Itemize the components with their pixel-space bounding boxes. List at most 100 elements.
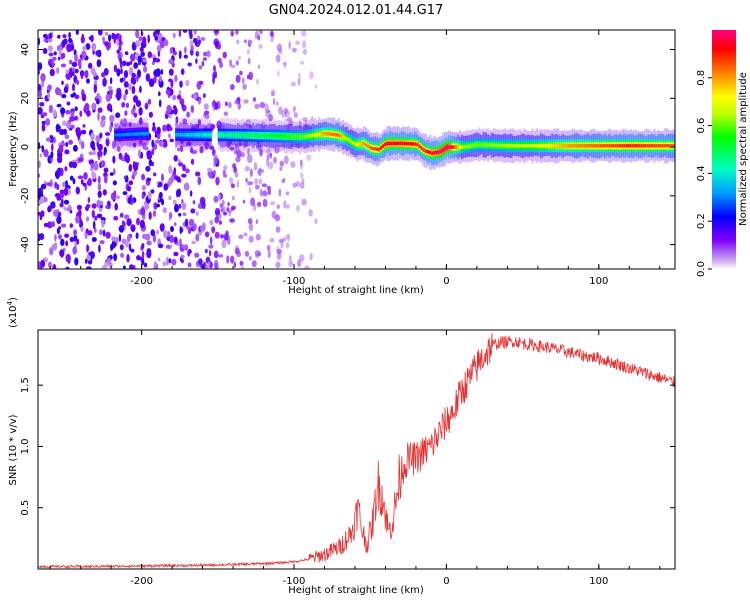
noise-speck bbox=[204, 248, 208, 254]
top-ridge bbox=[114, 117, 675, 170]
noise-speck bbox=[190, 158, 195, 165]
noise-speck bbox=[105, 205, 110, 209]
noise-speck bbox=[283, 155, 289, 165]
noise-speck bbox=[159, 40, 165, 49]
noise-speck bbox=[131, 85, 136, 95]
ridge-cell bbox=[567, 144, 571, 148]
noise-speck bbox=[296, 204, 300, 213]
ridge-cell bbox=[424, 149, 428, 153]
noise-speck bbox=[97, 182, 102, 191]
noise-speck bbox=[58, 226, 62, 230]
ridge-cell bbox=[305, 134, 308, 138]
ridge-cell bbox=[418, 144, 421, 148]
noise-speck bbox=[140, 220, 144, 227]
noise-speck bbox=[259, 102, 266, 109]
noise-speck bbox=[205, 264, 209, 269]
noise-speck bbox=[64, 134, 70, 140]
noise-speck bbox=[77, 58, 82, 67]
noise-speck bbox=[116, 68, 121, 77]
noise-speck bbox=[72, 178, 76, 185]
ridge-cell bbox=[367, 144, 370, 148]
noise-speck bbox=[95, 50, 101, 56]
noise-speck bbox=[243, 99, 249, 104]
ridge-cell bbox=[473, 143, 477, 147]
noise-speck bbox=[61, 181, 66, 188]
ridge-cell bbox=[375, 147, 379, 151]
noise-speck bbox=[291, 47, 297, 53]
noise-speck bbox=[173, 236, 178, 244]
noise-speck bbox=[233, 261, 237, 268]
top-y-ticks: -40 -20 0 20 40 bbox=[20, 43, 675, 253]
noise-speck bbox=[281, 178, 285, 184]
ridge-cell bbox=[322, 132, 325, 136]
ridge-cell bbox=[318, 132, 321, 137]
ridge-cell bbox=[601, 144, 605, 148]
noise-speck bbox=[38, 160, 41, 169]
ridge-cell bbox=[222, 133, 225, 137]
noise-speck bbox=[178, 212, 182, 217]
noise-speck bbox=[61, 94, 67, 99]
noise-speck bbox=[47, 45, 54, 52]
noise-speck bbox=[90, 67, 96, 75]
noise-speck bbox=[172, 199, 177, 205]
noise-speck bbox=[169, 47, 174, 54]
noise-speck bbox=[243, 232, 248, 237]
noise-speck bbox=[180, 259, 184, 263]
noise-speck bbox=[238, 55, 241, 60]
ridge-cell bbox=[537, 144, 541, 148]
noise-speck bbox=[212, 75, 216, 85]
ridge-cell bbox=[591, 144, 594, 148]
noise-speck bbox=[41, 123, 46, 132]
noise-speck bbox=[223, 211, 227, 216]
ridge-cell bbox=[597, 144, 601, 148]
noise-speck bbox=[234, 172, 239, 178]
noise-speck bbox=[181, 173, 187, 178]
noise-speck bbox=[267, 250, 271, 259]
noise-speck bbox=[70, 93, 75, 98]
ridge-cell bbox=[269, 134, 272, 138]
noise-speck bbox=[125, 61, 131, 67]
noise-speck bbox=[119, 212, 124, 218]
noise-speck bbox=[203, 103, 209, 110]
top-y-axis-label: Frequency (Hz) bbox=[8, 111, 19, 187]
noise-speck bbox=[290, 161, 296, 168]
noise-speck bbox=[85, 204, 91, 209]
noise-speck bbox=[138, 36, 143, 42]
noise-speck bbox=[274, 145, 280, 154]
ridge-cell bbox=[392, 141, 396, 146]
bottom-y-tick-label: 0.5 bbox=[20, 500, 31, 516]
noise-speck bbox=[131, 108, 135, 116]
ridge-cell bbox=[181, 133, 185, 137]
ridge-cell bbox=[435, 150, 438, 155]
bottom-x-ticks: -200 -100 0 100 bbox=[49, 330, 661, 587]
noise-speck bbox=[196, 81, 202, 90]
noise-speck bbox=[85, 228, 89, 234]
noise-speck bbox=[157, 50, 161, 57]
noise-speck bbox=[256, 78, 259, 86]
ridge-cell bbox=[185, 133, 189, 137]
noise-speck bbox=[56, 215, 62, 225]
ridge-cell bbox=[668, 144, 671, 148]
noise-speck bbox=[79, 54, 83, 59]
noise-speck bbox=[74, 68, 79, 74]
ridge-cell bbox=[422, 148, 426, 152]
noise-speck bbox=[242, 199, 246, 204]
noise-speck bbox=[58, 144, 64, 154]
ridge-cell bbox=[661, 144, 665, 148]
noise-speck bbox=[187, 262, 192, 268]
noise-speck bbox=[79, 110, 83, 117]
ridge-cell bbox=[313, 133, 317, 137]
noise-speck bbox=[213, 250, 219, 259]
noise-speck bbox=[91, 172, 97, 180]
noise-speck bbox=[171, 258, 177, 266]
noise-speck bbox=[244, 250, 250, 257]
noise-speck bbox=[300, 60, 305, 65]
ridge-cell bbox=[326, 132, 330, 136]
noise-speck bbox=[112, 155, 116, 164]
y-multiplier-label: (x104) bbox=[6, 297, 19, 328]
noise-speck bbox=[168, 212, 173, 219]
noise-speck bbox=[62, 34, 67, 38]
noise-speck bbox=[169, 138, 174, 143]
noise-speck bbox=[235, 74, 241, 83]
noise-speck bbox=[109, 114, 115, 123]
